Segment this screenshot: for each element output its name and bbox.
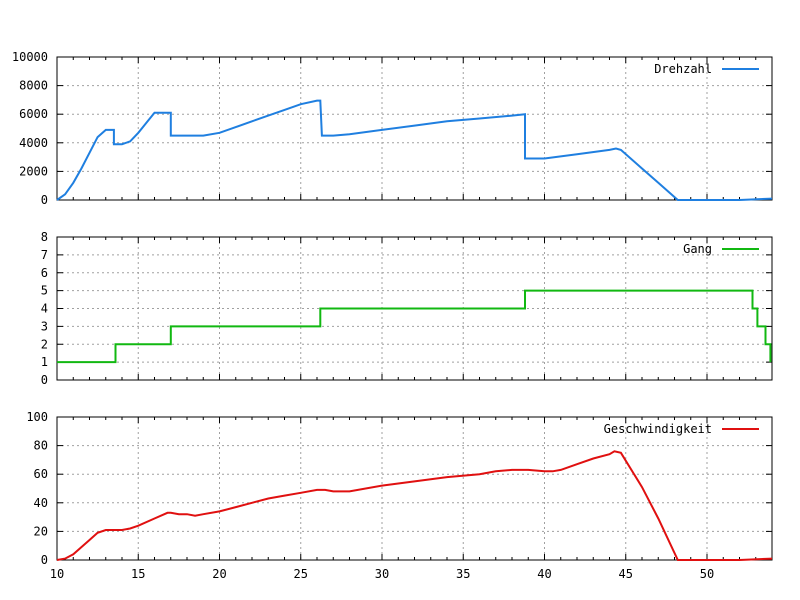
y-tick-label: 8000 — [19, 79, 48, 93]
y-tick-label: 3 — [41, 319, 48, 333]
chart-panel-3: 10 15 20 25 30 35 40 45 50 0 20 40 60 80 100 Geschwindi… — [26, 410, 773, 581]
y-tick-label: 2000 — [19, 164, 48, 178]
x-tick-label: 35 — [456, 567, 470, 581]
series-line-geschwindigkeit — [56, 450, 773, 561]
y-tick-label: 0 — [41, 193, 48, 207]
x-tick-label: 40 — [537, 567, 551, 581]
legend-label: Drehzahl — [654, 62, 712, 76]
series-line-drehzahl — [56, 99, 773, 201]
y-tick-label: 0 — [41, 553, 48, 567]
legend-label: Geschwindigkeit — [604, 422, 712, 436]
y-tick-label: 0 — [41, 373, 48, 387]
chart-panel-2: 0 1 2 3 4 5 6 7 8 Gang — [41, 230, 773, 387]
y-tick-label: 2 — [41, 337, 48, 351]
y-tick-label: 4000 — [19, 136, 48, 150]
x-tick-label: 50 — [700, 567, 714, 581]
x-tick-label: 20 — [212, 567, 226, 581]
y-tick-label: 5 — [41, 284, 48, 298]
x-tick-label: 30 — [375, 567, 389, 581]
x-tick-label: 15 — [131, 567, 145, 581]
chart-panel-1: 0 2000 4000 6000 8000 10000 Drehzahl — [12, 50, 773, 207]
y-tick-label: 6 — [41, 266, 48, 280]
x-tick-label: 25 — [294, 567, 308, 581]
y-tick-label: 60 — [34, 467, 48, 481]
y-tick-label: 7 — [41, 248, 48, 262]
y-tick-label: 40 — [34, 496, 48, 510]
y-tick-label: 10000 — [12, 50, 48, 64]
plot-frame — [56, 236, 773, 381]
series-line-gang — [57, 289, 772, 364]
plot-frame — [56, 56, 773, 201]
y-tick-label: 80 — [34, 439, 48, 453]
y-tick-label: 1 — [41, 355, 48, 369]
y-tick-label: 4 — [41, 302, 48, 316]
legend-label: Gang — [683, 242, 712, 256]
y-tick-label: 20 — [34, 524, 48, 538]
x-tick-label: 10 — [50, 567, 64, 581]
y-tick-label: 8 — [41, 230, 48, 244]
plot-frame — [56, 416, 773, 561]
y-tick-label: 100 — [26, 410, 48, 424]
x-tick-label: 45 — [619, 567, 633, 581]
y-tick-label: 6000 — [19, 107, 48, 121]
